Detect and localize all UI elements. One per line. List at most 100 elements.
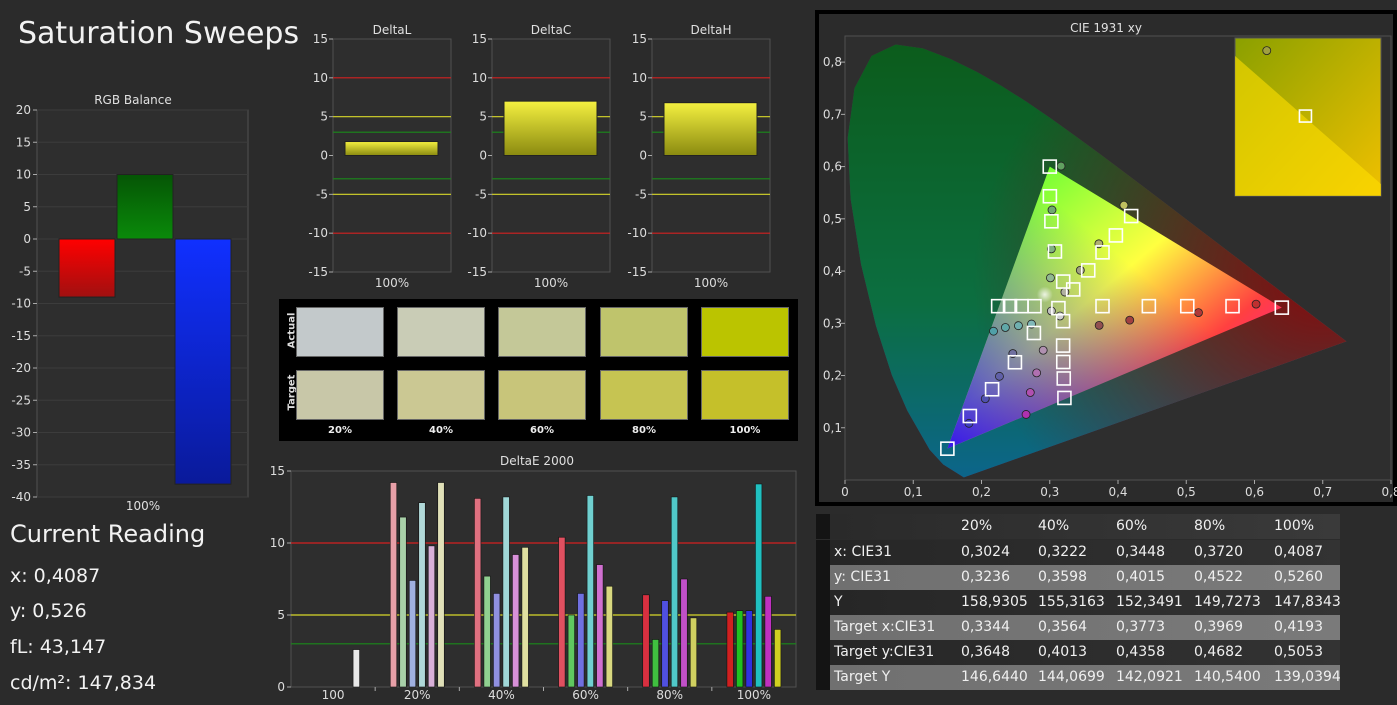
deltae-bar [399, 516, 407, 688]
swatch-column-label: 80% [632, 425, 656, 436]
deltah-chart: DeltaH 15 10 5 0 -5 -10 -15 100% [627, 23, 771, 290]
cie-measured-point [1046, 273, 1055, 283]
table-header-cell: 20% [961, 518, 993, 534]
rgb-bar-red [58, 238, 116, 298]
table-row-label: Y [834, 594, 843, 610]
deltal-chart: DeltaL 15 10 5 0 -5 -10 -15 100% [308, 23, 452, 290]
table-header-cell: 60% [1116, 518, 1148, 534]
deltac-chart: DeltaC 15 10 5 0 -5 -10 -15 100% [467, 23, 611, 290]
cie-target-square [1095, 298, 1110, 314]
cie-x-tick-label: 0,1 [904, 485, 923, 499]
table-cell: 0,3648 [961, 644, 1010, 660]
cie-y-tick-label: 0,1 [823, 421, 842, 435]
rgb-tick-label: 0 [23, 232, 31, 246]
delta-tick-label: 15 [632, 32, 647, 46]
deltae-tick-label: 15 [270, 464, 285, 478]
cie-measured-point [1038, 345, 1048, 355]
cie-y-tick-label: 0,3 [823, 316, 842, 330]
table-cell: 0,3344 [961, 619, 1010, 635]
cie-measured-point [1000, 323, 1010, 332]
swatch-column-label: 40% [429, 425, 453, 436]
deltae-bar [605, 585, 613, 688]
deltae-bar [586, 495, 594, 688]
cie-x-tick-label: 0,8 [1381, 485, 1397, 499]
table-cell: 0,3222 [1038, 544, 1087, 560]
target-swatch [296, 370, 384, 420]
cie-inset-gamut [1235, 56, 1381, 196]
table-row: y: CIE31 0,3236 0,3598 0,4015 0,4522 0,5260 [816, 565, 1340, 590]
table-cell: 0,4682 [1194, 644, 1243, 660]
deltae-bar [502, 496, 510, 688]
deltae-category-label: 100% [737, 688, 771, 702]
delta-tick-label: 10 [632, 71, 647, 85]
table-row: Target x:CIE31 0,3344 0,3564 0,3773 0,3969 0,… [816, 615, 1340, 640]
cie-target-square [1007, 354, 1023, 370]
table-header-cell: 80% [1194, 518, 1226, 534]
deltae-bar [670, 496, 679, 688]
cie-target-square [1123, 208, 1139, 224]
delta-tick-label: 15 [472, 32, 487, 46]
deltae-bar [651, 639, 660, 688]
delta-title: DeltaH [690, 23, 731, 37]
delta-lch-charts: DeltaL 15 10 5 0 -5 -10 -15 100% DeltaC 15 10 5 0 -5 -… [308, 23, 771, 290]
cie-measured-point [964, 418, 974, 428]
cie-title: CIE 1931 xy [1070, 21, 1142, 35]
table-row-label: Target y:CIE31 [834, 644, 935, 660]
table-cell: 158,9305 [961, 594, 1028, 610]
delta-tick-label: 15 [313, 32, 328, 46]
delta-tick-label: 0 [639, 149, 647, 163]
cie-measured-point [995, 371, 1004, 381]
table-cell: 0,4087 [1274, 544, 1323, 560]
delta-tick-label: 10 [472, 71, 487, 85]
cie-target-square [1095, 245, 1110, 260]
table-row-label: y: CIE31 [834, 569, 891, 585]
table-header-row: 20% 40% 60% 80% 100% [816, 514, 1340, 539]
deltae-bar [418, 502, 426, 688]
deltae-tick-label: 0 [277, 680, 285, 694]
delta-category-label: 100% [694, 276, 728, 290]
table-cell: 0,4013 [1038, 644, 1087, 660]
deltae-bar [437, 482, 445, 688]
deltae-bar [764, 595, 772, 688]
target-swatch [397, 370, 485, 420]
actual-swatch [296, 307, 384, 357]
cie-measured-point [1075, 265, 1085, 275]
deltae-chart: DeltaE 2000 15 10 5 0 100 20% 40% 60% 80% 100% [270, 454, 797, 702]
rgb-tick-label: 10 [16, 168, 31, 182]
rgb-tick-label: 15 [16, 135, 31, 149]
deltae-category-label: 80% [656, 688, 683, 702]
deltae-bar [521, 547, 529, 688]
table-row: Y 158,9305 155,3163 152,3491 149,7273 147,834… [816, 590, 1341, 615]
cie-y-tick-label: 0,5 [823, 212, 842, 226]
delta-tick-label: -15 [467, 265, 487, 279]
delta-tick-label: -5 [316, 187, 328, 201]
table-cell: 0,3969 [1194, 619, 1243, 635]
current-x: x: 0,4087 [10, 565, 101, 587]
delta-title: DeltaC [531, 23, 571, 37]
cie-measured-point [1060, 287, 1070, 297]
cie-target-square [990, 298, 1006, 314]
current-reading-title: Current Reading [10, 520, 206, 548]
cie-target-square [1065, 282, 1081, 297]
cie-y-tick-label: 0,6 [823, 160, 842, 174]
table-cell: 0,5260 [1274, 569, 1323, 585]
table-row-label: Target x:CIE31 [834, 619, 936, 635]
cie-target-square [1042, 159, 1058, 174]
cie-target-square [1055, 338, 1071, 353]
table-cell: 0,3598 [1038, 569, 1087, 585]
deltae-bar [774, 629, 782, 688]
target-swatch [498, 370, 586, 420]
cie-inset-target-square [1298, 109, 1313, 123]
deltae-category-label: 60% [572, 688, 599, 702]
cie-gamut-blue [947, 166, 1282, 449]
cie-y-tick-label: 0,2 [823, 369, 842, 383]
table-header-cell: 40% [1038, 518, 1070, 534]
deltae-bar [493, 593, 501, 688]
cie-y-tick-label: 0,7 [823, 107, 842, 121]
delta-tick-label: -10 [467, 226, 487, 240]
table-cell: 152,3491 [1116, 594, 1183, 610]
table-cell: 149,7273 [1194, 594, 1261, 610]
swatch-column-label: 100% [729, 425, 761, 436]
cie-x-tick-label: 0,3 [1040, 485, 1059, 499]
delta-tick-label: -15 [308, 265, 328, 279]
